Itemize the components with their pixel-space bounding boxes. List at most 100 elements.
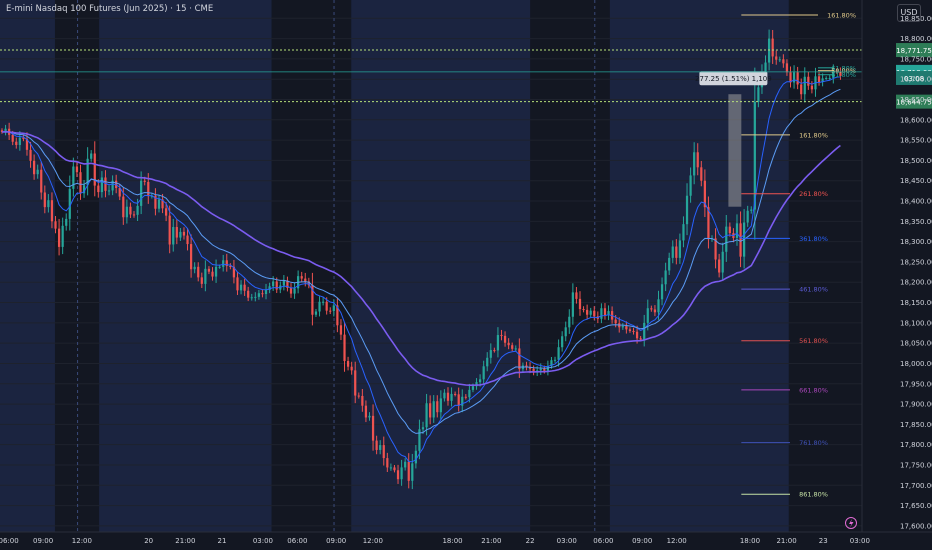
price-tag: 03:08 (896, 70, 932, 85)
candle-body (286, 280, 289, 288)
candle-body (518, 348, 521, 370)
candle (800, 78, 803, 100)
y-tick-label: 18,400.00 (900, 198, 932, 206)
candle-body (189, 244, 193, 270)
fib-level: 661.80% (741, 386, 828, 394)
candle-body (468, 389, 471, 398)
candle (561, 331, 564, 352)
candle-body (332, 305, 335, 312)
y-tick-label: 18,250.00 (900, 258, 932, 266)
candle (607, 305, 610, 321)
lightning-icon[interactable] (845, 517, 857, 529)
candle-body (118, 188, 121, 197)
candle-body (425, 403, 428, 428)
currency-button[interactable]: USD (897, 4, 921, 22)
fib-label: 361.80% (799, 235, 828, 243)
candle (785, 59, 789, 76)
fib-label: 261.80% (799, 190, 828, 198)
fib-level: 861.80% (741, 491, 828, 499)
y-tick-label: 18,100.00 (900, 319, 932, 327)
candle (293, 282, 296, 299)
fib-label: 661.80% (799, 386, 828, 394)
x-tick-label: 21:00 (481, 537, 501, 545)
candle (239, 280, 243, 295)
x-tick-label: 20 (144, 537, 153, 545)
candle-body (54, 221, 57, 229)
candle (389, 463, 393, 471)
candle-body (696, 152, 699, 168)
candle (446, 387, 450, 406)
candle-body (664, 270, 667, 285)
candle (47, 194, 50, 213)
candle (414, 444, 417, 469)
candle (400, 459, 403, 486)
candle-body (343, 334, 346, 362)
candle-body (165, 208, 168, 216)
candle (172, 218, 175, 252)
price-tag-label: 18,644.75 (896, 99, 932, 107)
candle-body (675, 246, 678, 258)
candle (671, 240, 674, 264)
lightning-icon-bolt (849, 519, 854, 528)
candle-body (289, 287, 293, 294)
ema-mid-line (1, 88, 841, 434)
candle (57, 218, 61, 256)
candle-body (154, 195, 157, 209)
candle (111, 175, 114, 196)
candle (564, 321, 567, 342)
y-tick-label: 18,750.00 (900, 55, 932, 63)
y-tick-label: 18,050.00 (900, 340, 932, 348)
candle-body (668, 257, 671, 271)
candle (621, 323, 624, 330)
session-band (0, 0, 55, 532)
price-tag-label: 18,771.75 (896, 47, 932, 55)
session-backgrounds (0, 0, 789, 532)
candle (550, 357, 553, 369)
candle-body (211, 271, 214, 277)
candle-body (421, 427, 425, 430)
candle-body (454, 393, 457, 395)
candle-body (111, 180, 114, 191)
candle (707, 196, 710, 249)
candle-body (132, 214, 136, 216)
candle-body (550, 360, 553, 366)
candle (778, 56, 781, 63)
price-tag: 18,644.75 (0, 94, 932, 109)
candle (839, 67, 842, 80)
candle-body (500, 335, 503, 337)
fib-label: 161.80% (827, 12, 856, 20)
candle (518, 338, 521, 378)
candle-body (810, 85, 814, 90)
candle (718, 253, 721, 278)
fib-levels: 161.80% 61.80%50.00%61.80% 161.80% 261.80% 3… (741, 12, 856, 499)
candle-body (368, 415, 371, 418)
candle-body (129, 206, 132, 215)
measure-tool: 277.25 (1.51%) 1,109 (695, 71, 772, 207)
candle-body (336, 305, 339, 326)
candle-body (457, 394, 460, 406)
candle-body (482, 366, 485, 380)
candle (553, 356, 557, 363)
candle-body (750, 209, 753, 211)
candle-body (254, 296, 257, 298)
candle-body (90, 153, 93, 159)
candle-body (236, 277, 239, 291)
candle (578, 291, 582, 316)
candle (54, 216, 57, 234)
y-tick-label: 18,650.00 (900, 96, 932, 104)
y-tick-label: 18,850.00 (900, 15, 932, 23)
x-tick-label: 03:00 (253, 537, 273, 545)
candle (343, 322, 346, 372)
candle-body (175, 227, 178, 238)
ema-fast-line (1, 76, 841, 463)
candle (304, 272, 307, 287)
candle-body (247, 290, 250, 298)
candle-body (172, 227, 175, 245)
candle-body (143, 180, 146, 182)
candle-body (657, 299, 660, 313)
candle (650, 305, 653, 312)
candle-body (514, 348, 517, 350)
candle (589, 307, 592, 318)
